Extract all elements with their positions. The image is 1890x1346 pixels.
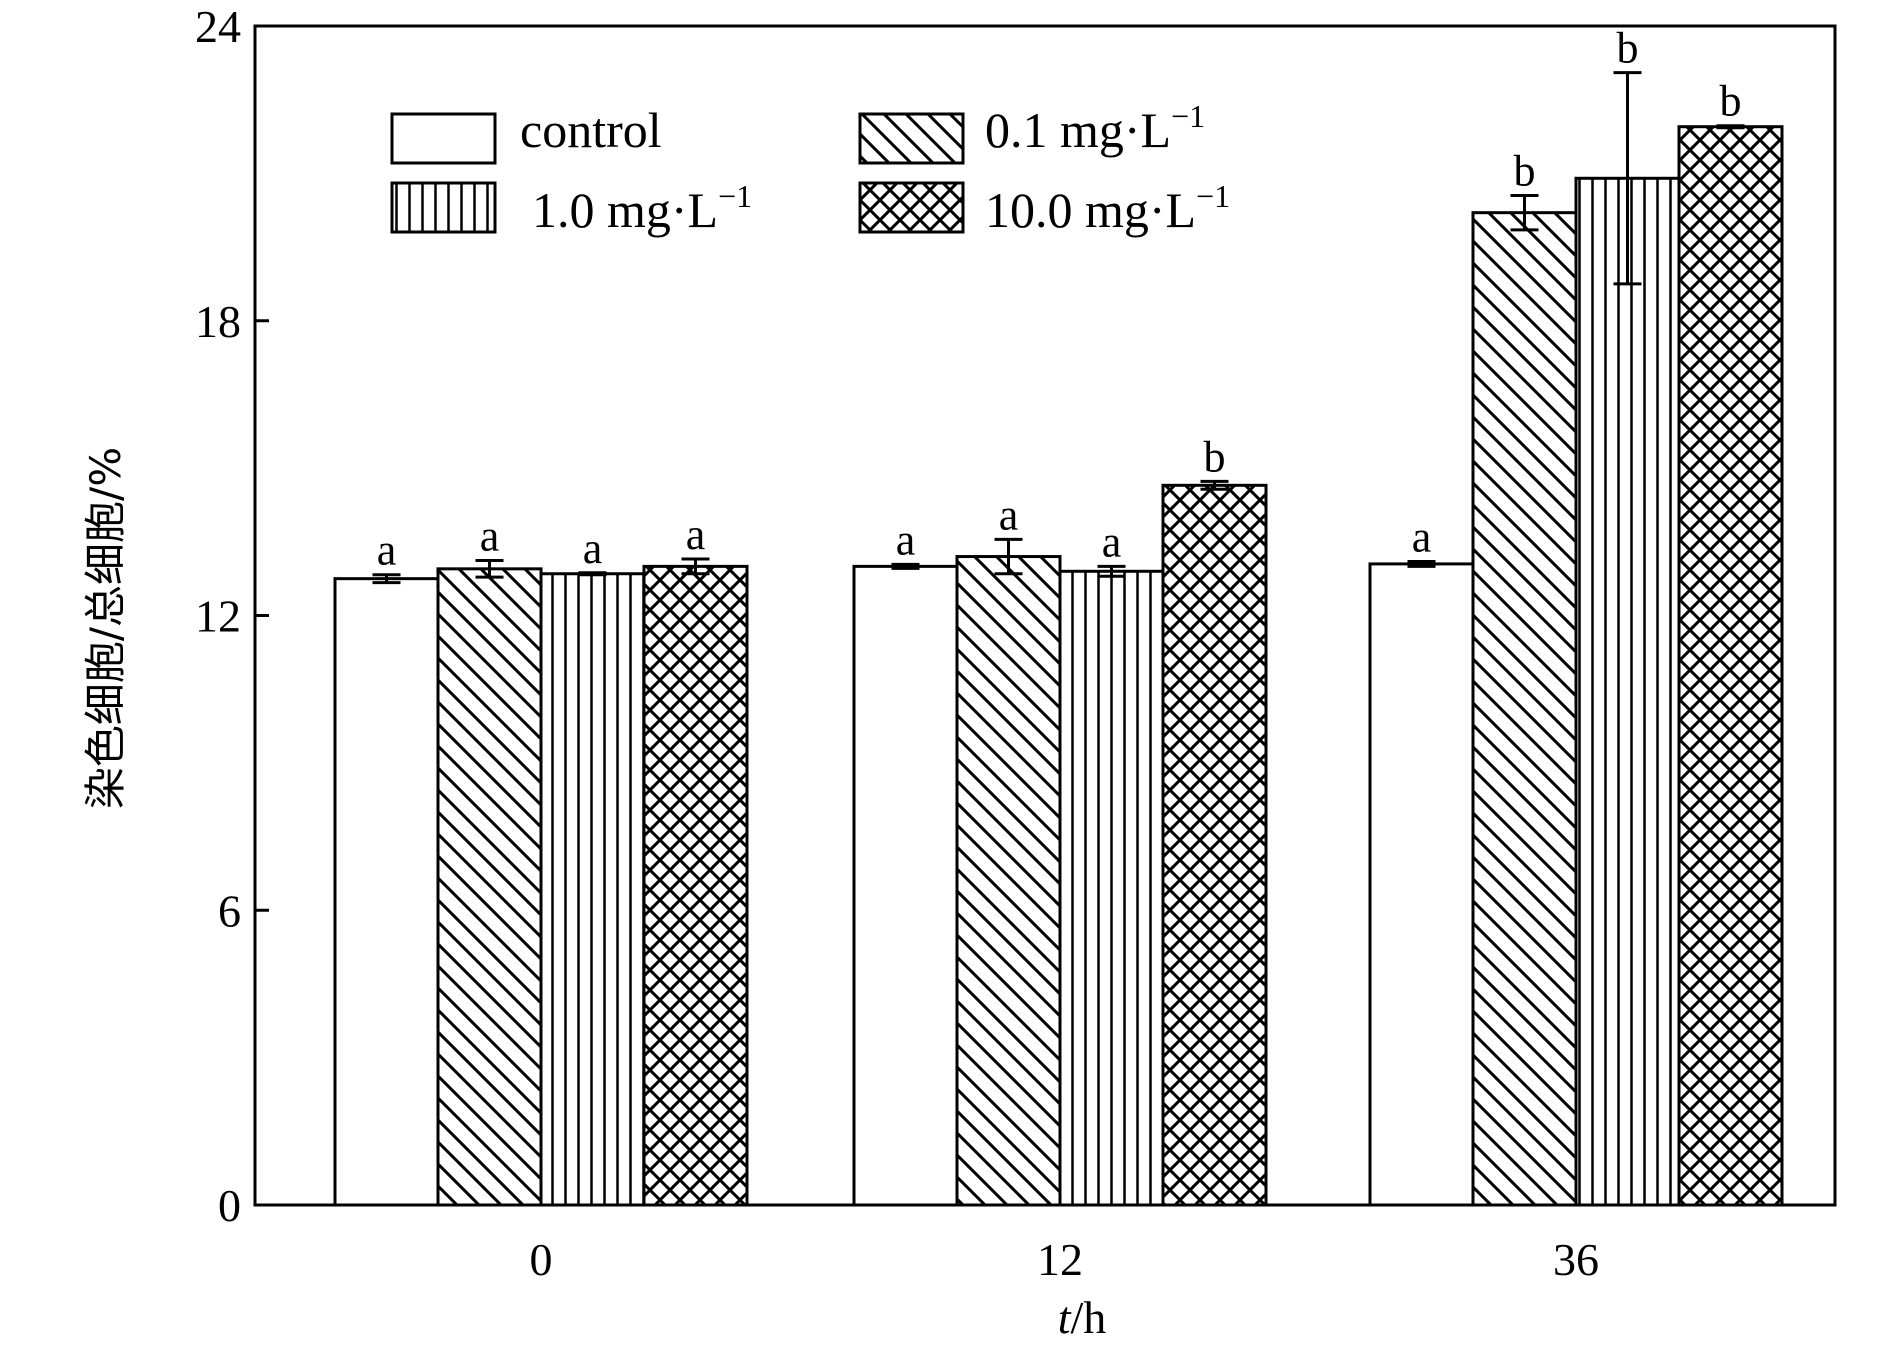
significance-label-4-0: a bbox=[686, 510, 706, 559]
x-axis-title-italic: t bbox=[1058, 1292, 1072, 1343]
significance-label-1-0: a bbox=[377, 526, 397, 575]
bar-4-36 bbox=[1677, 125, 1784, 1207]
legend-swatch-2 bbox=[858, 112, 965, 165]
significance-label-2-36: b bbox=[1514, 146, 1536, 195]
y-tick-label-12: 12 bbox=[195, 591, 241, 642]
bar-3-36 bbox=[1574, 176, 1681, 1207]
bar-1-12 bbox=[852, 564, 959, 1207]
y-axis-title: 染色细胞/总细胞/% bbox=[81, 447, 130, 809]
bar-2-36 bbox=[1471, 211, 1578, 1207]
significance-label-4-36: b bbox=[1720, 77, 1742, 126]
bar-2-0 bbox=[436, 567, 543, 1207]
y-tick-label-6: 6 bbox=[218, 885, 241, 936]
bar-1-0 bbox=[333, 577, 440, 1207]
bar-1-36 bbox=[1368, 562, 1475, 1207]
significance-label-3-12: a bbox=[1102, 517, 1122, 566]
x-axis-title: t/h bbox=[1058, 1292, 1107, 1343]
significance-label-1-12: a bbox=[896, 515, 916, 564]
svg-text:t/h: t/h bbox=[1058, 1292, 1107, 1343]
bar-4-0 bbox=[642, 564, 749, 1207]
y-tick-label-24: 24 bbox=[195, 1, 241, 52]
significance-label-2-0: a bbox=[480, 511, 500, 560]
x-axis-title-unit: /h bbox=[1071, 1292, 1107, 1343]
significance-label-1-36: a bbox=[1412, 512, 1432, 561]
bar-4-12 bbox=[1161, 483, 1268, 1207]
legend-swatch-4 bbox=[858, 181, 965, 234]
x-tick-label-36: 36 bbox=[1553, 1234, 1599, 1285]
legend-label-4: 10.0 mg·L−1 bbox=[985, 178, 1230, 238]
plot-frame bbox=[253, 24, 1837, 1207]
bar-3-12 bbox=[1058, 569, 1165, 1207]
significance-label-4-12: b bbox=[1204, 432, 1226, 481]
significance-label-2-12: a bbox=[999, 490, 1019, 539]
significance-label-3-36: b bbox=[1617, 24, 1639, 73]
significance-label-3-0: a bbox=[583, 524, 603, 573]
x-tick-label-12: 12 bbox=[1037, 1234, 1083, 1285]
x-tick-label-0: 0 bbox=[530, 1234, 553, 1285]
legend-label-2: 0.1 mg·L−1 bbox=[985, 98, 1205, 158]
legend-label-3: 1.0 mg·L−1 bbox=[532, 178, 752, 238]
bar-2-12 bbox=[955, 555, 1062, 1207]
y-tick-label-0: 0 bbox=[218, 1180, 241, 1231]
legend-swatch-3 bbox=[390, 181, 497, 234]
legend-swatch-1 bbox=[390, 112, 497, 165]
legend: control 0.1 mg·L−1 1.0 mg·L−1 10.0 mg·L−1 bbox=[390, 98, 1230, 238]
y-tick-label-18: 18 bbox=[195, 296, 241, 347]
legend-label-1: control bbox=[520, 102, 662, 158]
plot-area: 0 6 12 18 24 a a a a a b a a b a b b 0 12 36 bbox=[195, 1, 1837, 1285]
bar-3-0 bbox=[539, 572, 646, 1207]
